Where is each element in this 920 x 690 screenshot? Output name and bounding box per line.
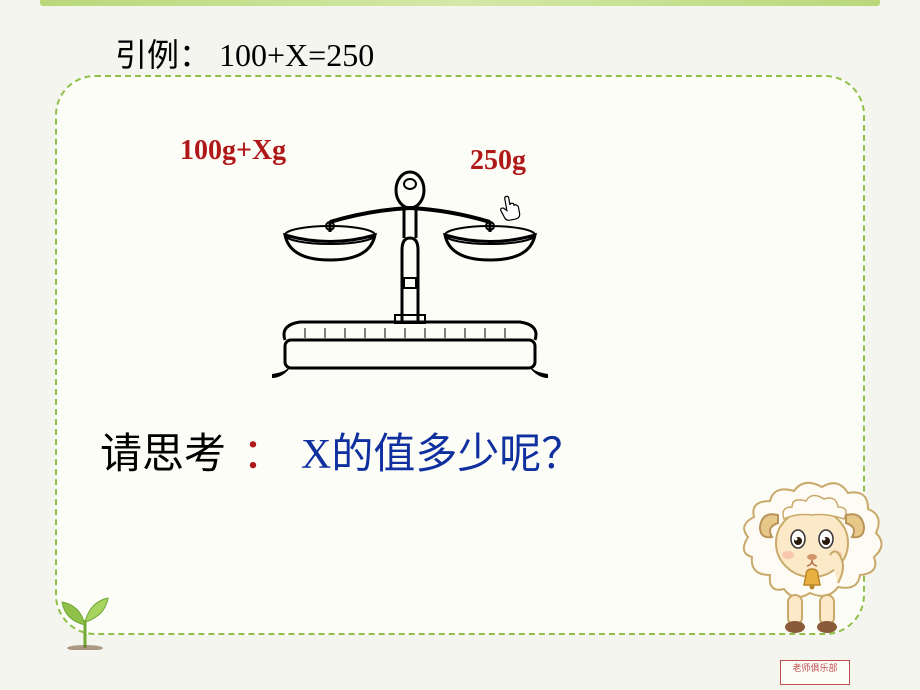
question-colon: ： xyxy=(243,432,285,478)
sprout-decoration-icon xyxy=(50,590,120,650)
sheep-character-icon xyxy=(730,465,890,645)
example-title: 引例： 100+X=250 xyxy=(115,30,374,76)
balance-scale-illustration xyxy=(230,160,590,380)
top-accent-bar xyxy=(40,0,880,6)
question-line: 请思考 ： X的值多少呢？ xyxy=(100,420,583,481)
question-body: X的值多少呢？ xyxy=(301,432,583,478)
watermark-stamp: 老师俱乐部 xyxy=(780,660,850,685)
question-prefix: 请思考 xyxy=(100,432,237,478)
